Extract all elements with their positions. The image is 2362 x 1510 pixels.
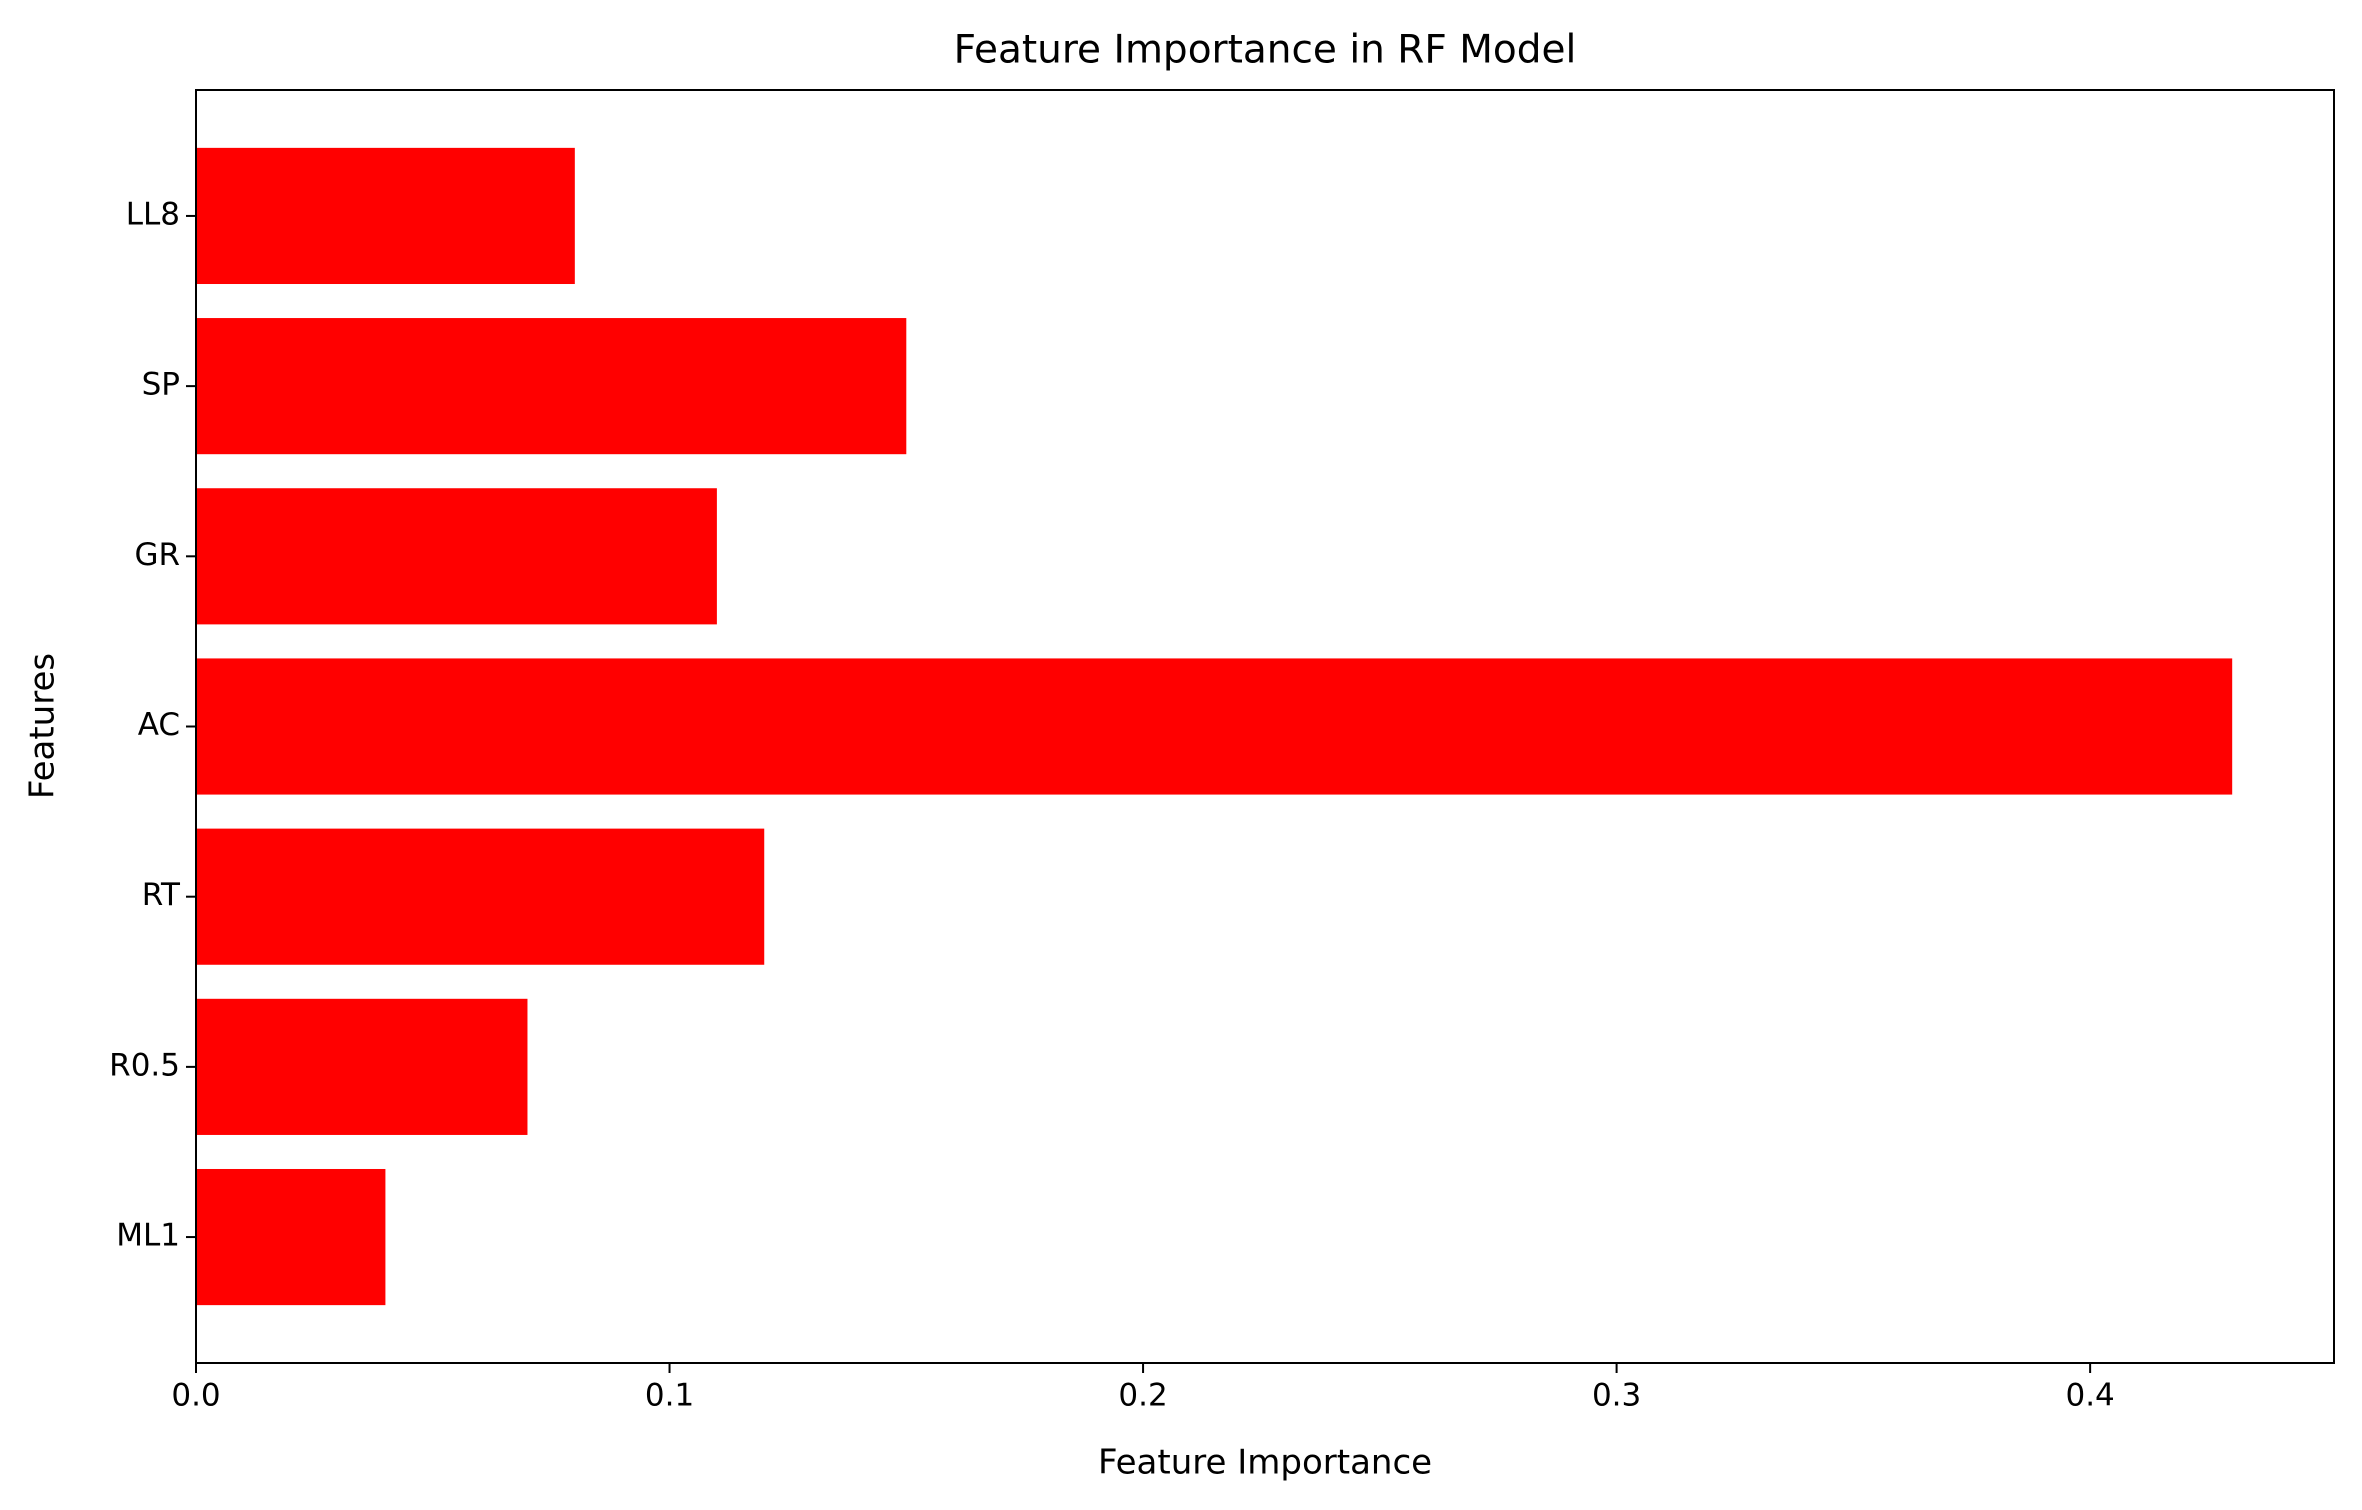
x-tick-label: 0.2: [1118, 1378, 1167, 1414]
bar: [196, 318, 907, 455]
bar: [196, 828, 765, 965]
y-tick-label: RT: [142, 877, 181, 913]
x-tick-label: 0.3: [1592, 1378, 1641, 1414]
y-tick-label: LL8: [126, 196, 180, 232]
bar: [196, 147, 575, 285]
x-tick-label: 0.0: [171, 1378, 220, 1414]
y-tick-label: GR: [134, 537, 180, 573]
y-axis-label: Features: [23, 653, 63, 799]
y-tick-label: SP: [142, 367, 180, 403]
chart-title: Feature Importance in RF Model: [954, 28, 1577, 73]
bar: [196, 1168, 386, 1306]
bar: [196, 998, 528, 1135]
y-tick-label: AC: [138, 707, 180, 743]
bar: [196, 488, 717, 625]
x-tick-label: 0.1: [645, 1378, 694, 1414]
y-tick-label: ML1: [116, 1218, 180, 1254]
y-tick-label: R0.5: [109, 1047, 180, 1083]
plot-frame: [195, 89, 2335, 1364]
x-axis-label: Feature Importance: [1098, 1443, 1432, 1483]
x-tick-label: 0.4: [2065, 1378, 2114, 1414]
bar: [196, 658, 2233, 795]
